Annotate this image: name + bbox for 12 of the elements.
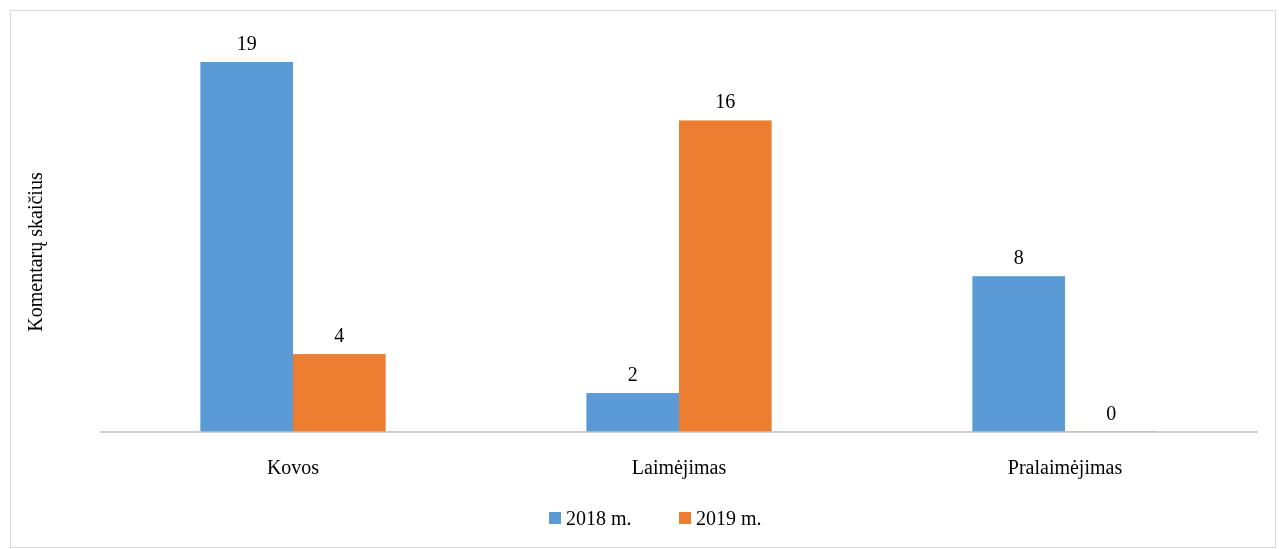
data-label: 0 [1106, 402, 1117, 424]
legend-label: 2018 m. [566, 507, 632, 529]
data-label: 8 [1013, 246, 1024, 269]
data-label: 2 [627, 363, 638, 386]
legend-label: 2019 m. [696, 507, 762, 529]
data-label: 19 [236, 32, 257, 54]
data-label: 4 [334, 324, 345, 347]
x-tick-label: Laimėjimas [631, 456, 727, 479]
x-tick-label: Pralaimėjimas [1007, 456, 1123, 479]
x-tick-label: Kovos [266, 456, 320, 478]
data-label: 16 [715, 90, 736, 113]
y-axis-title: Komentarų skaičius [24, 172, 47, 332]
